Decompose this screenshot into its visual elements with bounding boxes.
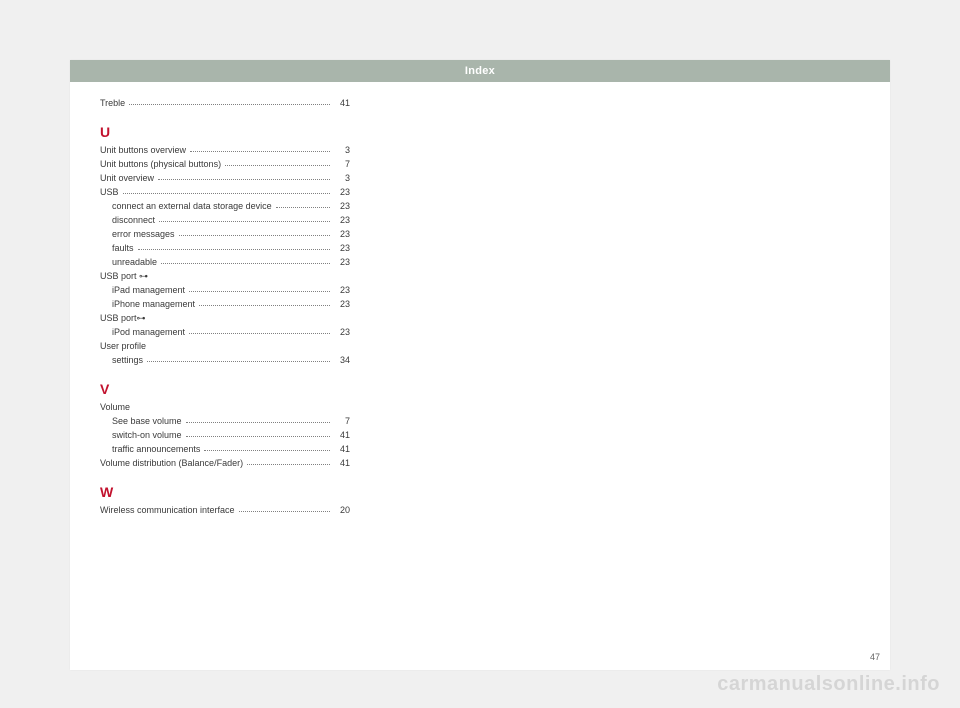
entry-unit-buttons-physical: Unit buttons (physical buttons) 7 xyxy=(100,157,350,171)
entry-label: disconnect xyxy=(112,213,155,227)
entry-user-profile: User profile xyxy=(100,339,350,353)
entry-ipod: iPod management 23 xyxy=(100,325,350,339)
entry-label: USB xyxy=(100,185,119,199)
entry-usb: USB 23 xyxy=(100,185,350,199)
page-container: Index Treble 41 U Unit buttons overview … xyxy=(70,60,890,670)
entry-ipad: iPad management 23 xyxy=(100,283,350,297)
entry-page: 23 xyxy=(334,185,350,199)
entry-page: 23 xyxy=(334,213,350,227)
entry-volume-dist: Volume distribution (Balance/Fader) 41 xyxy=(100,456,350,470)
entry-page: 41 xyxy=(334,428,350,442)
entry-label: faults xyxy=(112,241,134,255)
entry-label: Wireless communication interface xyxy=(100,503,235,517)
entry-page: 23 xyxy=(334,255,350,269)
entry-page: 3 xyxy=(334,143,350,157)
entry-volume: Volume xyxy=(100,400,350,414)
dot-leader xyxy=(186,436,330,437)
dot-leader xyxy=(147,361,330,362)
dot-leader xyxy=(225,165,330,166)
entry-usb-port-1: USB port ⊶ xyxy=(100,269,350,283)
entry-label: iPod management xyxy=(112,325,185,339)
entry-user-profile-settings: settings 34 xyxy=(100,353,350,367)
entry-page: 23 xyxy=(334,227,350,241)
dot-leader xyxy=(138,249,330,250)
entry-page: 41 xyxy=(334,96,350,110)
entry-page: 23 xyxy=(334,325,350,339)
entry-label: Volume distribution (Balance/Fader) xyxy=(100,456,243,470)
dot-leader xyxy=(158,179,330,180)
page-number: 47 xyxy=(870,652,880,662)
dot-leader xyxy=(123,193,330,194)
dot-leader xyxy=(190,151,330,152)
entry-label: connect an external data storage device xyxy=(112,199,272,213)
entry-label: error messages xyxy=(112,227,175,241)
entry-usb-unreadable: unreadable 23 xyxy=(100,255,350,269)
entry-volume-traffic: traffic announcements 41 xyxy=(100,442,350,456)
entry-label: iPhone management xyxy=(112,297,195,311)
entry-label: Unit buttons overview xyxy=(100,143,186,157)
entry-page: 7 xyxy=(334,157,350,171)
entry-treble: Treble 41 xyxy=(100,96,350,110)
watermark-text: carmanualsonline.info xyxy=(717,673,940,696)
entry-label: Unit overview xyxy=(100,171,154,185)
entry-volume-base: See base volume 7 xyxy=(100,414,350,428)
index-header: Index xyxy=(70,60,890,82)
entry-label: traffic announcements xyxy=(112,442,200,456)
section-u: U xyxy=(100,124,350,140)
dot-leader xyxy=(204,450,330,451)
index-content: Treble 41 U Unit buttons overview 3 Unit… xyxy=(70,82,380,531)
dot-leader xyxy=(199,305,330,306)
dot-leader xyxy=(161,263,330,264)
dot-leader xyxy=(189,291,330,292)
section-v: V xyxy=(100,381,350,397)
entry-iphone: iPhone management 23 xyxy=(100,297,350,311)
entry-label: See base volume xyxy=(112,414,182,428)
entry-page: 23 xyxy=(334,241,350,255)
entry-usb-connect: connect an external data storage device … xyxy=(100,199,350,213)
entry-label: switch-on volume xyxy=(112,428,182,442)
entry-page: 7 xyxy=(334,414,350,428)
entry-label: iPad management xyxy=(112,283,185,297)
dot-leader xyxy=(159,221,330,222)
entry-page: 41 xyxy=(334,442,350,456)
entry-label: unreadable xyxy=(112,255,157,269)
entry-label: Unit buttons (physical buttons) xyxy=(100,157,221,171)
entry-label: settings xyxy=(112,353,143,367)
dot-leader xyxy=(276,207,330,208)
entry-unit-overview: Unit overview 3 xyxy=(100,171,350,185)
entry-usb-port-2: USB port⊶ xyxy=(100,311,350,325)
entry-page: 23 xyxy=(334,283,350,297)
entry-label: Treble xyxy=(100,96,125,110)
dot-leader xyxy=(189,333,330,334)
entry-usb-disconnect: disconnect 23 xyxy=(100,213,350,227)
entry-usb-faults: faults 23 xyxy=(100,241,350,255)
entry-page: 23 xyxy=(334,199,350,213)
section-w: W xyxy=(100,484,350,500)
dot-leader xyxy=(247,464,330,465)
entry-page: 34 xyxy=(334,353,350,367)
entry-page: 41 xyxy=(334,456,350,470)
entry-page: 23 xyxy=(334,297,350,311)
entry-wireless: Wireless communication interface 20 xyxy=(100,503,350,517)
dot-leader xyxy=(186,422,330,423)
entry-page: 3 xyxy=(334,171,350,185)
entry-page: 20 xyxy=(334,503,350,517)
entry-unit-buttons-overview: Unit buttons overview 3 xyxy=(100,143,350,157)
dot-leader xyxy=(239,511,330,512)
entry-volume-switchon: switch-on volume 41 xyxy=(100,428,350,442)
entry-usb-error: error messages 23 xyxy=(100,227,350,241)
dot-leader xyxy=(179,235,330,236)
dot-leader xyxy=(129,104,330,105)
